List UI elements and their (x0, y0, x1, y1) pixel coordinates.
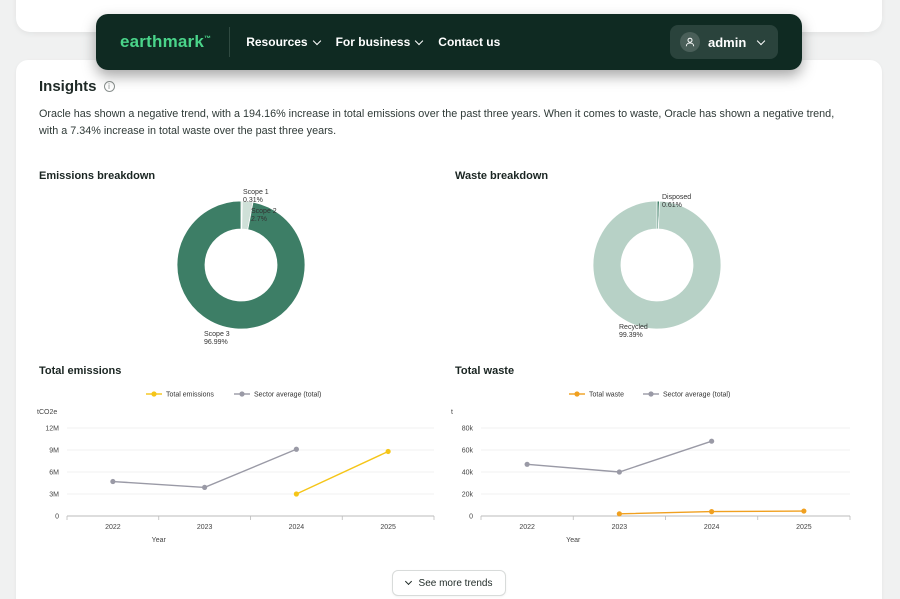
user-menu-button[interactable]: admin (670, 25, 778, 59)
earthmark-logo[interactable]: earthmark™ (120, 32, 212, 51)
slice-label: Scope 1 (243, 189, 269, 196)
y-tick-label: 60k (462, 448, 474, 455)
chevron-down-icon (756, 36, 766, 45)
data-point (293, 446, 299, 452)
data-point (110, 478, 116, 485)
series-line-1 (112, 448, 297, 489)
data-point (709, 438, 715, 444)
data-point (524, 461, 530, 467)
x-axis-label: Year (566, 537, 581, 544)
y-tick-label: 80k (462, 426, 474, 433)
data-point (801, 508, 807, 514)
y-tick-label: 12M (45, 426, 59, 433)
legend-label: Total emissions (166, 392, 214, 399)
user-icon (680, 32, 700, 52)
insights-summary: Oracle has shown a negative trend, with … (39, 108, 835, 137)
series-line-0 (296, 450, 389, 495)
slice-value-label: 96.99% (204, 339, 228, 346)
x-tick-label: 2024 (704, 524, 720, 531)
nav-resources[interactable]: Resources (246, 35, 321, 49)
y-tick-label: 40k (462, 470, 474, 477)
top-navbar: earthmark™ Resources For business Contac… (96, 14, 802, 70)
emissions-breakdown-title: Emissions breakdown (39, 170, 156, 182)
x-axis-label: Year (152, 537, 167, 544)
data-point (709, 509, 715, 515)
x-tick-label: 2024 (289, 524, 305, 531)
see-more-trends-button[interactable]: See more trends (392, 570, 506, 596)
y-tick-label: 6M (49, 470, 59, 477)
legend-label: Sector average (total) (254, 392, 321, 399)
insights-title: Insights i (39, 78, 115, 95)
legend-marker (239, 391, 245, 397)
y-tick-label: 0 (55, 514, 59, 521)
data-point (616, 469, 622, 475)
y-tick-label: 20k (462, 492, 474, 499)
series-line-1 (527, 440, 712, 473)
slice-label: Recycled (619, 324, 648, 331)
total-waste-title: Total waste (455, 365, 515, 377)
info-icon[interactable]: i (103, 81, 115, 92)
user-name: admin (708, 34, 747, 50)
data-point (293, 491, 299, 497)
legend-label: Sector average (total) (663, 392, 730, 399)
data-point (616, 511, 622, 517)
slice-value-label: 2.7% (251, 216, 267, 223)
legend-label: Total waste (589, 392, 624, 399)
nav-divider (229, 27, 231, 57)
x-tick-label: 2025 (796, 524, 812, 531)
legend-marker (648, 391, 654, 397)
data-point (202, 484, 208, 490)
slice-label: Scope 2 (251, 208, 277, 215)
y-axis-label: tCO2e (37, 409, 57, 416)
y-tick-label: 9M (49, 448, 59, 455)
slice-label: Scope 3 (204, 331, 230, 338)
x-tick-label: 2023 (197, 524, 213, 531)
x-tick-label: 2022 (105, 524, 121, 531)
slice-label: Disposed (662, 194, 691, 201)
y-tick-label: 0 (469, 514, 473, 521)
x-tick-label: 2022 (519, 524, 535, 531)
y-tick-label: 3M (49, 492, 59, 499)
nav-contact-us[interactable]: Contact us (438, 35, 501, 49)
slice-scope-3 (176, 200, 306, 330)
insights-card (16, 60, 882, 599)
y-axis-label: t (451, 409, 453, 416)
slice-value-label: 0.31% (243, 197, 263, 204)
nav-for-business[interactable]: For business (336, 35, 424, 49)
total-emissions-title: Total emissions (39, 365, 122, 377)
chevron-down-icon (415, 36, 424, 45)
legend-marker (574, 391, 580, 397)
data-point (385, 448, 391, 455)
slice-recycled (592, 200, 722, 330)
legend-marker (151, 391, 157, 397)
slice-value-label: 99.39% (619, 332, 643, 339)
chevron-down-icon (312, 36, 321, 45)
slice-value-label: 0.61% (662, 202, 682, 209)
waste-breakdown-title: Waste breakdown (455, 170, 549, 182)
chevron-down-icon (404, 577, 412, 586)
x-tick-label: 2025 (380, 524, 396, 531)
x-tick-label: 2023 (612, 524, 628, 531)
